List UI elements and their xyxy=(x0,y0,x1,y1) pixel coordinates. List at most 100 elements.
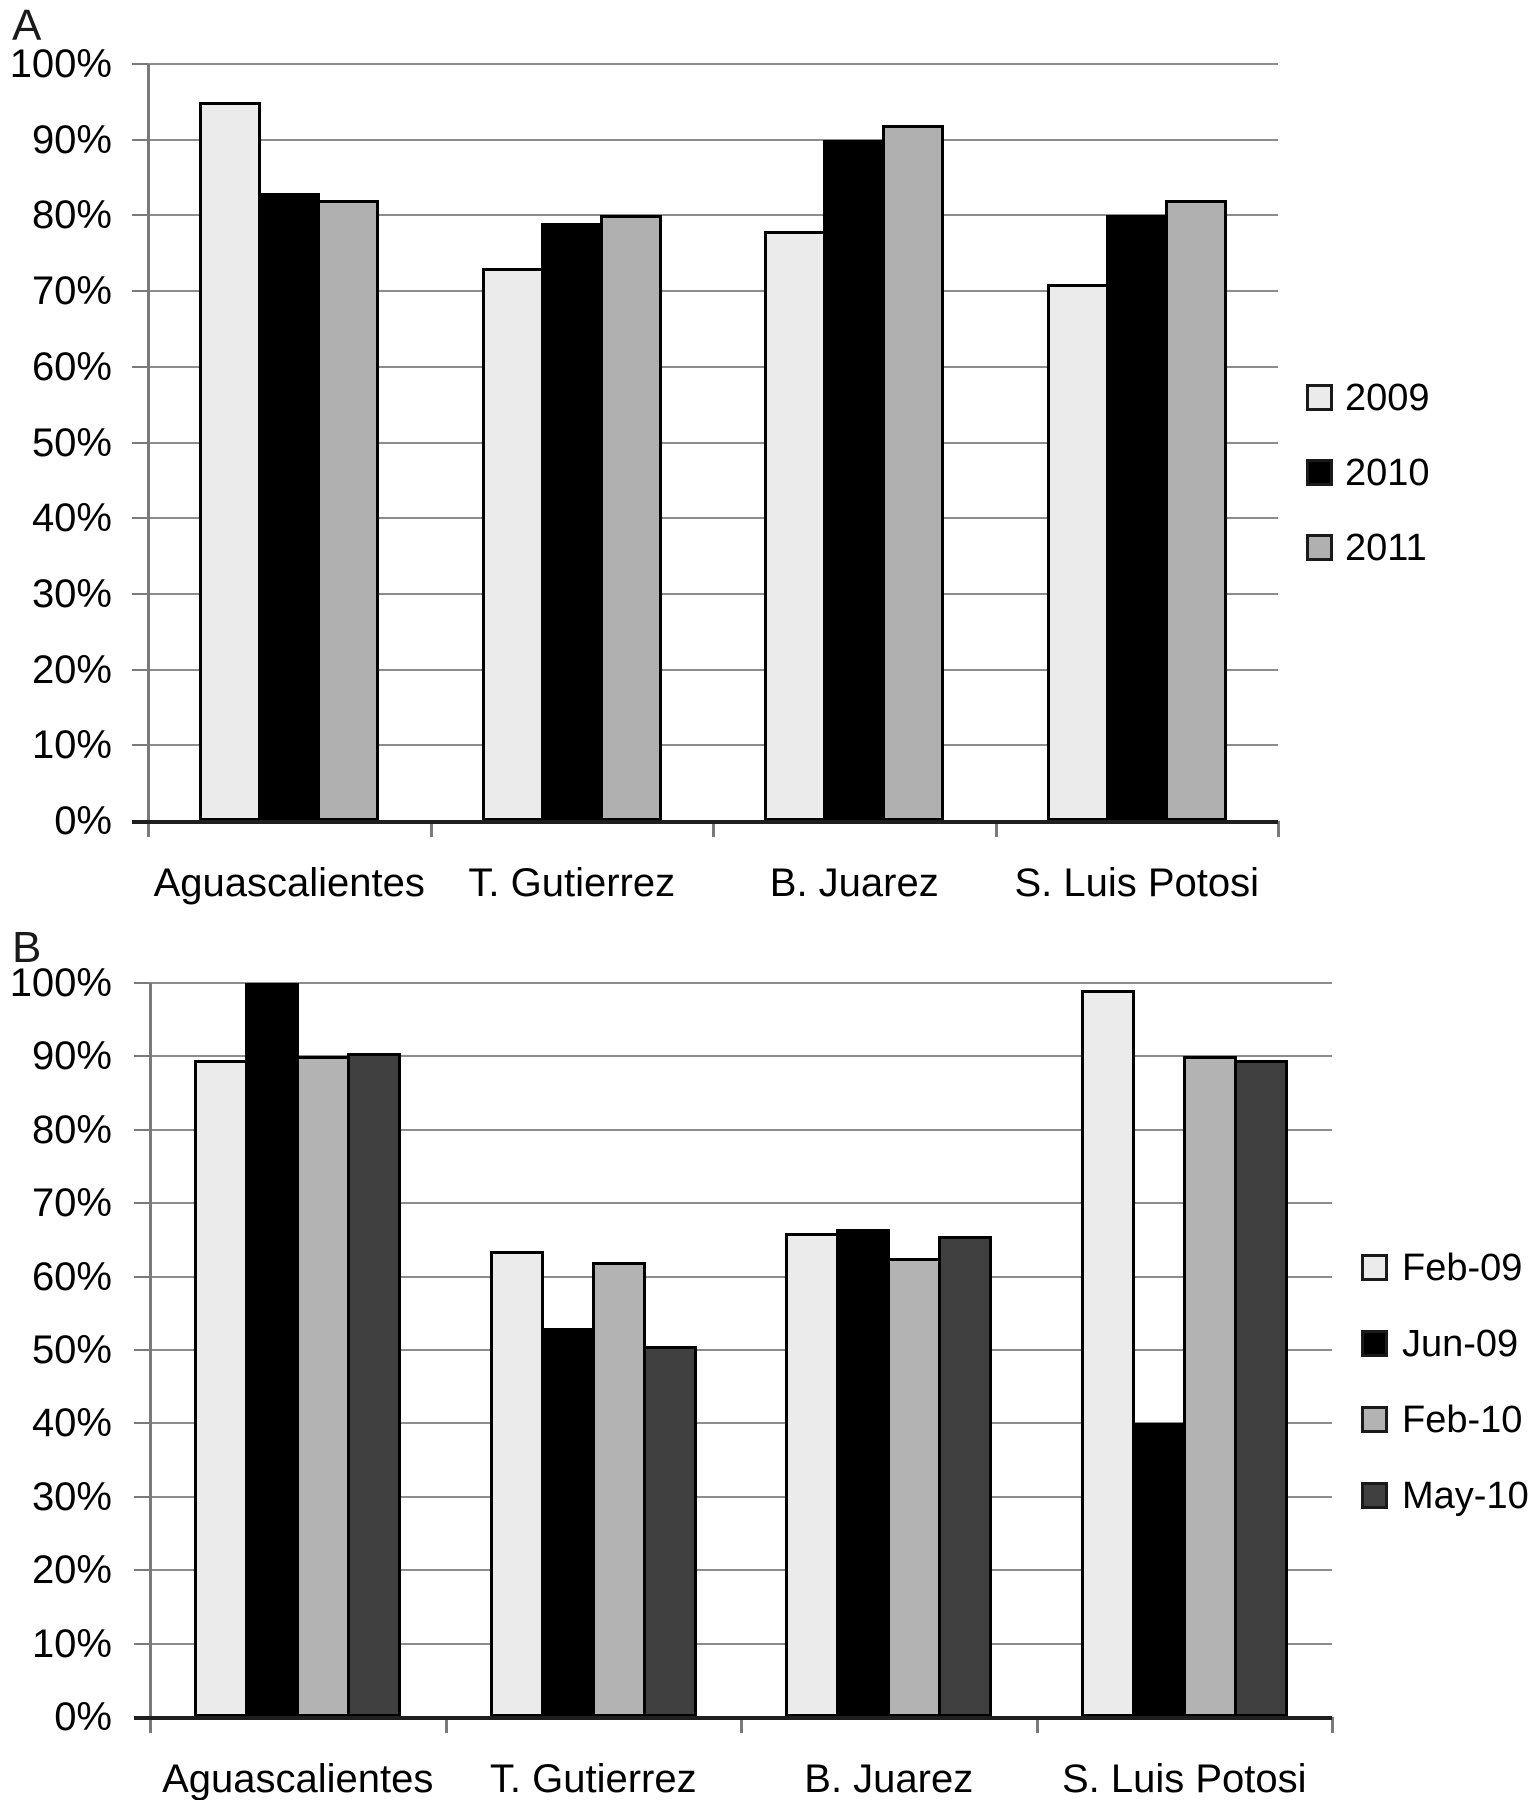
legend-label-2009: 2009 xyxy=(1345,377,1430,419)
y-tick-label: 0% xyxy=(54,799,112,843)
bar-s-luis-potosi-feb-10 xyxy=(1182,1056,1237,1717)
y-tick-label: 40% xyxy=(31,496,112,541)
y-tick-label: 100% xyxy=(9,961,112,1005)
legend-label-feb-10: Feb-10 xyxy=(1402,1399,1523,1441)
gridline-100 xyxy=(148,63,1278,65)
bar-aguascalientes-2010 xyxy=(258,192,321,821)
legend-swatch-2010 xyxy=(1306,459,1333,486)
y-tick-mark xyxy=(132,668,148,671)
bar-s-luis-potosi-may-10 xyxy=(1233,1060,1288,1717)
y-tick-mark xyxy=(134,1349,150,1351)
bar-aguascalientes-feb-10 xyxy=(296,1056,351,1717)
y-tick-label: 30% xyxy=(31,571,112,616)
bar-s-luis-potosi-jun-09 xyxy=(1131,1423,1186,1717)
bar-t-gutierrez-2009 xyxy=(481,268,544,821)
panel-b-label: B xyxy=(12,923,42,972)
y-tick-mark xyxy=(132,290,148,293)
y-axis-line xyxy=(149,983,152,1733)
y-tick-mark xyxy=(134,982,150,984)
gridline-20 xyxy=(150,1569,1332,1572)
bar-t-gutierrez-jun-09 xyxy=(540,1327,595,1717)
x-category-label: B. Juarez xyxy=(804,1757,974,1800)
bar-t-gutierrez-feb-09 xyxy=(489,1250,544,1717)
x-category-label: T. Gutierrez xyxy=(468,861,676,905)
gridline-80 xyxy=(148,214,1278,217)
y-tick-label: 30% xyxy=(31,1474,112,1519)
y-tick-mark xyxy=(134,1642,150,1645)
category-tick xyxy=(444,1717,448,1733)
gridline-80 xyxy=(150,1128,1332,1131)
y-tick-label: 100% xyxy=(9,42,112,86)
y-tick-mark xyxy=(132,441,148,444)
y-tick-mark xyxy=(132,138,148,141)
y-tick-mark xyxy=(132,365,148,368)
y-tick-label: 10% xyxy=(31,1621,112,1666)
y-tick-label: 40% xyxy=(31,1401,112,1446)
gridline-50 xyxy=(150,1349,1332,1351)
y-tick-label: 10% xyxy=(31,723,112,768)
category-tick xyxy=(1331,1717,1334,1733)
gridline-10 xyxy=(148,744,1278,747)
y-tick-label: 50% xyxy=(31,1328,112,1372)
gridline-40 xyxy=(148,517,1278,520)
gridline-70 xyxy=(148,290,1278,293)
y-tick-label: 50% xyxy=(31,420,112,465)
x-category-label: S. Luis Potosi xyxy=(1014,861,1260,905)
gridline-40 xyxy=(150,1422,1332,1425)
y-axis-line xyxy=(147,64,150,837)
panel-a-label: A xyxy=(12,1,42,50)
gridline-90 xyxy=(148,138,1278,141)
gridline-10 xyxy=(150,1642,1332,1645)
bar-s-luis-potosi-feb-09 xyxy=(1080,990,1135,1717)
y-tick-mark xyxy=(134,1275,150,1278)
gridline-60 xyxy=(148,365,1278,368)
legend-swatch-may-10 xyxy=(1361,1482,1388,1509)
category-tick xyxy=(147,821,150,837)
bar-t-gutierrez-feb-10 xyxy=(591,1261,646,1717)
category-tick xyxy=(429,821,433,837)
bar-b-juarez-2009 xyxy=(764,230,827,821)
y-tick-label: 0% xyxy=(54,1695,112,1739)
bar-b-juarez-2011 xyxy=(882,124,945,821)
gridline-20 xyxy=(148,668,1278,671)
x-category-label: Aguascalientes xyxy=(153,861,425,905)
y-tick-mark xyxy=(132,592,148,595)
x-category-label: T. Gutierrez xyxy=(489,1757,697,1800)
x-category-label: Aguascalientes xyxy=(162,1757,434,1800)
y-tick-label: 20% xyxy=(31,647,112,692)
y-tick-mark xyxy=(132,517,148,520)
bar-t-gutierrez-2010 xyxy=(540,222,603,821)
gridline-90 xyxy=(150,1055,1332,1058)
bar-b-juarez-may-10 xyxy=(938,1236,993,1717)
gridline-70 xyxy=(150,1202,1332,1205)
gridline-30 xyxy=(148,592,1278,595)
bar-t-gutierrez-2011 xyxy=(599,215,662,821)
y-tick-mark xyxy=(132,214,148,217)
bar-b-juarez-feb-10 xyxy=(887,1258,942,1717)
category-tick xyxy=(712,821,715,837)
y-tick-mark xyxy=(132,63,148,65)
y-tick-label: 70% xyxy=(31,1181,112,1226)
gridline-100 xyxy=(150,982,1332,984)
legend-label-2010: 2010 xyxy=(1345,452,1430,494)
y-tick-label: 80% xyxy=(31,1107,112,1152)
legend-label-may-10: May-10 xyxy=(1402,1475,1529,1517)
bar-b-juarez-feb-09 xyxy=(785,1232,840,1717)
gridline-60 xyxy=(150,1275,1332,1278)
y-tick-label: 90% xyxy=(31,117,112,162)
legend-label-2011: 2011 xyxy=(1345,527,1427,569)
y-tick-label: 20% xyxy=(31,1548,112,1593)
y-tick-mark xyxy=(134,1422,150,1425)
bar-aguascalientes-2011 xyxy=(317,200,380,821)
legend-swatch-2009 xyxy=(1306,384,1333,411)
bar-s-luis-potosi-2011 xyxy=(1164,200,1227,821)
bar-aguascalientes-2009 xyxy=(199,101,262,821)
category-tick xyxy=(740,1717,743,1733)
category-tick xyxy=(1277,821,1280,837)
legend-swatch-feb-09 xyxy=(1361,1254,1388,1281)
bar-s-luis-potosi-2010 xyxy=(1105,215,1168,821)
bar-s-luis-potosi-2009 xyxy=(1046,283,1109,821)
legend-swatch-feb-10 xyxy=(1361,1406,1388,1433)
y-tick-mark xyxy=(134,1202,150,1205)
